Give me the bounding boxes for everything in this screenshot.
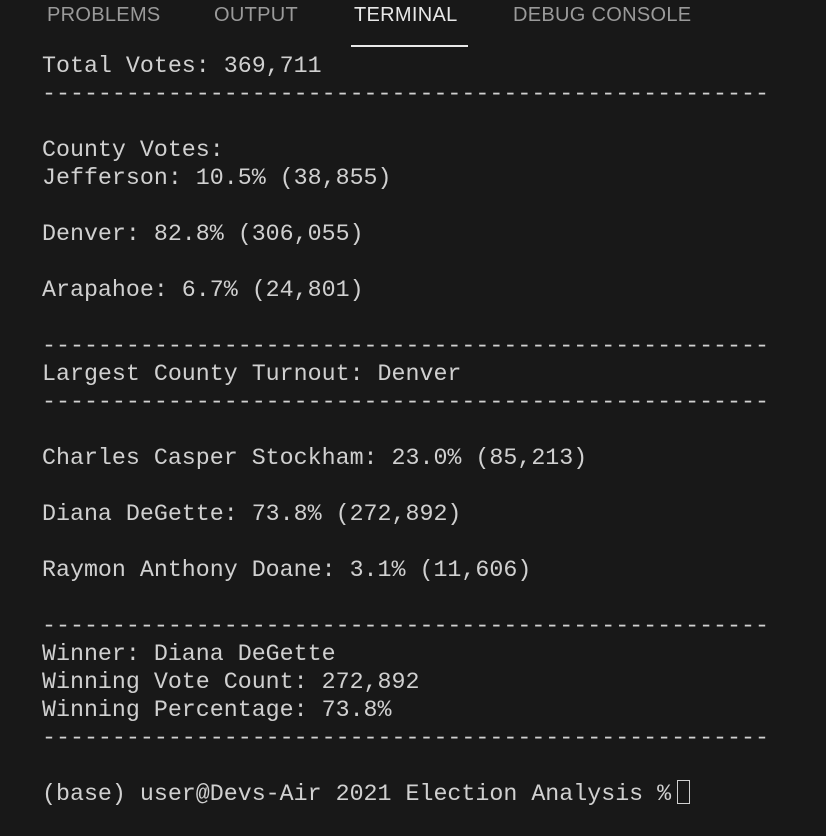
output-group: Denver: 82.8% (306,055) (42, 220, 822, 248)
panel-tab[interactable]: OUTPUT (214, 4, 299, 26)
line-text: Arapahoe: 6.7% (24,801) (42, 277, 364, 303)
line-text: ----------------------------------------… (42, 613, 769, 639)
line-text: ----------------------------------------… (42, 389, 769, 415)
terminal-line: Denver: 82.8% (306,055) (42, 220, 822, 248)
terminal-line: (base) user@Devs-Air 2021 Election Analy… (42, 780, 822, 808)
line-text: Charles Casper Stockham: 23.0% (85,213) (42, 445, 588, 471)
terminal-line: Arapahoe: 6.7% (24,801) (42, 276, 822, 304)
vscode-panel: {"tabs": ["PROBLEMS", "OUTPUT", "TERMINA… (0, 0, 826, 807)
line-text: ----------------------------------------… (42, 333, 769, 359)
terminal-line: ----------------------------------------… (42, 612, 822, 640)
cursor (677, 780, 691, 804)
terminal-line: Total Votes: 369,711 (42, 52, 822, 80)
terminal-line: Diana DeGette: 73.8% (272,892) (42, 500, 822, 528)
output-group: County Votes: Jefferson: 10.5% (38,855) (42, 136, 822, 192)
active-tab-underline (351, 45, 468, 47)
terminal-line: ----------------------------------------… (42, 388, 822, 416)
terminal-output: Total Votes: 369,711 --------------------… (42, 52, 822, 836)
panel-tab[interactable]: TERMINAL (354, 4, 458, 26)
output-group: Charles Casper Stockham: 23.0% (85,213) (42, 444, 822, 472)
line-text: Raymon Anthony Doane: 3.1% (11,606) (42, 557, 532, 583)
line-text: ----------------------------------------… (42, 81, 769, 107)
terminal-line: ----------------------------------------… (42, 332, 822, 360)
terminal-line: Charles Casper Stockham: 23.0% (85,213) (42, 444, 822, 472)
panel-tab[interactable]: PROBLEMS (47, 4, 161, 26)
output-group: ----------------------------------------… (42, 332, 822, 416)
terminal-line: Jefferson: 10.5% (38,855) (42, 164, 822, 192)
terminal-line: ----------------------------------------… (42, 80, 822, 108)
panel-tabs: PROBLEMS OUTPUT TERMINAL DEBUG CONSOLE (0, 0, 826, 48)
output-group: Diana DeGette: 73.8% (272,892) (42, 500, 822, 528)
terminal-line: Raymon Anthony Doane: 3.1% (11,606) (42, 556, 822, 584)
line-text: Diana DeGette: 73.8% (272,892) (42, 501, 462, 527)
line-text: ----------------------------------------… (42, 725, 769, 751)
terminal-line: County Votes: (42, 136, 822, 164)
line-text: Denver: 82.8% (306,055) (42, 221, 364, 247)
terminal-line: Winner: Diana DeGette (42, 640, 822, 668)
output-group: Raymon Anthony Doane: 3.1% (11,606) (42, 556, 822, 584)
terminal-line: Winning Percentage: 73.8% (42, 696, 822, 724)
line-text: County Votes: (42, 137, 224, 163)
line-text: Winning Vote Count: 272,892 (42, 669, 420, 695)
line-text: Jefferson: 10.5% (38,855) (42, 165, 392, 191)
output-group: Total Votes: 369,711 --------------------… (42, 52, 822, 108)
line-text: Total Votes: 369,711 (42, 53, 322, 79)
line-text: (base) user@Devs-Air 2021 Election Analy… (42, 781, 672, 807)
output-group: (base) user@Devs-Air 2021 Election Analy… (42, 780, 822, 808)
panel-tab[interactable]: DEBUG CONSOLE (513, 4, 692, 26)
line-text: Winner: Diana DeGette (42, 641, 336, 667)
terminal-line: ----------------------------------------… (42, 724, 822, 752)
output-group: ----------------------------------------… (42, 612, 822, 752)
line-text: Winning Percentage: 73.8% (42, 697, 392, 723)
line-text: Largest County Turnout: Denver (42, 361, 462, 387)
terminal-line: Winning Vote Count: 272,892 (42, 668, 822, 696)
output-group: Arapahoe: 6.7% (24,801) (42, 276, 822, 304)
terminal-line: Largest County Turnout: Denver (42, 360, 822, 388)
